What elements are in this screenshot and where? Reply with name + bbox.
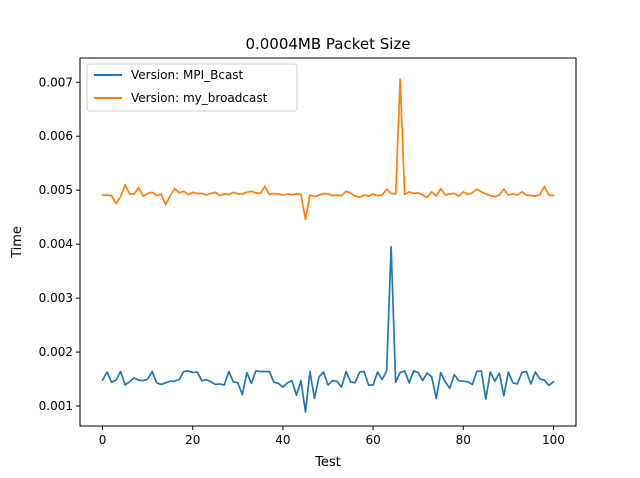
series-line-1 xyxy=(101,78,555,221)
legend: Version: MPI_Bcast Version: my_broadcast xyxy=(86,63,298,112)
legend-label-my-broadcast: Version: my_broadcast xyxy=(131,91,268,105)
x-tick-label: 60 xyxy=(365,433,380,447)
series-line-0 xyxy=(101,246,555,413)
x-tick-label: 40 xyxy=(275,433,290,447)
plot-area xyxy=(79,57,577,427)
y-tick-label: 0.006 xyxy=(39,129,73,143)
y-tick-label: 0.004 xyxy=(39,237,73,251)
legend-box xyxy=(86,63,298,112)
y-axis-label: Time xyxy=(10,226,25,259)
axes-frame xyxy=(79,57,577,427)
legend-label-mpi-bcast: Version: MPI_Bcast xyxy=(131,68,244,82)
y-tick-label: 0.003 xyxy=(39,291,73,305)
x-tick-label: 80 xyxy=(456,433,471,447)
y-axis-ticks: 0.001 0.002 0.003 0.004 0.005 0.006 0.007 xyxy=(39,75,80,413)
x-axis-label: Test xyxy=(314,455,341,470)
y-tick-label: 0.001 xyxy=(39,399,73,413)
y-tick-label: 0.002 xyxy=(39,345,73,359)
x-tick-label: 20 xyxy=(185,433,200,447)
x-axis-ticks: 0 20 40 60 80 100 xyxy=(99,426,565,447)
chart-title: 0.0004MB Packet Size xyxy=(245,35,410,53)
y-tick-label: 0.007 xyxy=(39,75,73,89)
series-layer xyxy=(101,78,555,413)
x-tick-label: 100 xyxy=(542,433,565,447)
y-tick-label: 0.005 xyxy=(39,183,73,197)
x-tick-label: 0 xyxy=(99,433,107,447)
